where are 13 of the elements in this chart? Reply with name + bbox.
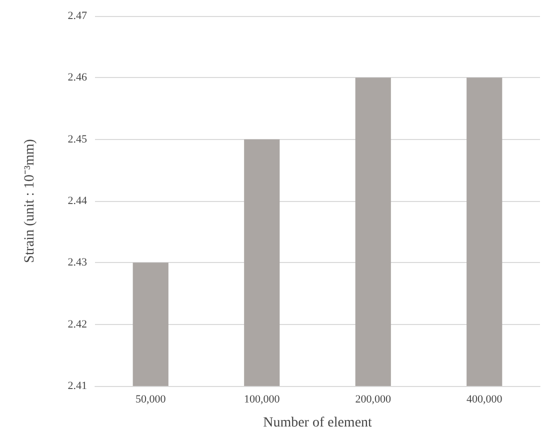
y-tick-label: 2.45 <box>68 133 88 146</box>
y-axis-title: Strain (unit : 10⁻³mm) <box>22 138 38 263</box>
y-tick-label: 2.47 <box>68 10 88 22</box>
y-tick-label: 2.43 <box>68 256 88 269</box>
x-tick-label: 200,000 <box>355 394 392 406</box>
x-tick-label: 50,000 <box>136 394 166 406</box>
y-tick-label: 2.41 <box>68 380 87 392</box>
x-axis-title: Number of element <box>263 416 372 430</box>
y-tick-label: 2.42 <box>68 318 87 330</box>
y-tick-label: 2.46 <box>68 72 88 84</box>
x-tick-label: 100,000 <box>244 394 280 406</box>
y-tick-label: 2.44 <box>68 195 88 207</box>
x-tick-label: 400,000 <box>466 394 503 406</box>
